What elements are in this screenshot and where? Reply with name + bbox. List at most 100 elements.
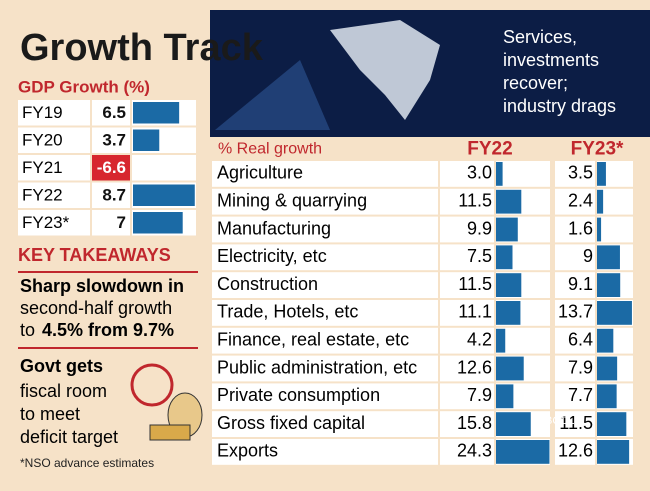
takeaway-2: deficit target (20, 427, 118, 447)
row-value: 11.5 (458, 190, 492, 210)
row-value: 2.4 (568, 190, 593, 210)
watermark: BCCL (545, 415, 574, 427)
value-cell (440, 439, 494, 465)
value-cell (440, 216, 494, 243)
bar (597, 412, 627, 436)
takeaway-2: fiscal room (20, 381, 107, 401)
bar (597, 356, 618, 381)
row-value: 7 (117, 213, 126, 232)
label-cell (212, 216, 438, 243)
table-heading: % Real growth (218, 141, 322, 158)
row-label: Trade, Hotels, etc (217, 302, 358, 322)
bar (133, 212, 183, 234)
row-value: 6.4 (568, 329, 593, 349)
value-cell (440, 327, 494, 354)
row-value: 1.6 (568, 218, 593, 238)
takeaway-1-emphasis: 4.5% from 9.7% (42, 320, 174, 340)
bar (597, 162, 606, 186)
bar (597, 217, 602, 242)
value-cell (440, 188, 494, 215)
row-value: 6.5 (102, 103, 126, 122)
row-label: Exports (217, 441, 278, 461)
takeaway-1: Sharp slowdown in (20, 276, 184, 296)
bar (597, 384, 617, 409)
bar (133, 102, 180, 124)
label-cell (212, 272, 438, 298)
row-value: 9 (583, 246, 593, 266)
row-label: FY23* (22, 213, 70, 232)
value-cell (555, 188, 595, 215)
row-label: Manufacturing (217, 218, 331, 238)
row-value: 3.5 (568, 163, 593, 183)
row-value: 13.7 (558, 302, 593, 322)
bar (496, 273, 522, 297)
value-cell (440, 355, 494, 382)
column-header: FY22 (467, 139, 512, 160)
bar (496, 217, 518, 242)
bar (496, 245, 513, 270)
bar (597, 301, 632, 325)
value-cell (92, 210, 130, 236)
bar (496, 301, 521, 325)
row-value: 8.7 (102, 186, 126, 205)
bar-cell (597, 216, 633, 243)
row-cell (18, 182, 90, 208)
row-label: FY19 (22, 103, 63, 122)
bar (496, 162, 503, 186)
row-value: -6.6 (97, 158, 126, 177)
icon (130, 363, 174, 407)
label-cell (212, 355, 438, 382)
row-value: 11.5 (559, 413, 593, 433)
bar (597, 189, 604, 214)
value-cell (440, 272, 494, 298)
row-value: 4.2 (467, 329, 492, 349)
subtitle: recover; (503, 73, 568, 93)
bar (133, 184, 195, 206)
row-label: Public administration, etc (217, 357, 417, 377)
takeaway-1: to (20, 320, 35, 340)
row-value: 9.1 (568, 274, 593, 294)
row-value: 24.3 (457, 441, 492, 461)
row-label: Agriculture (217, 163, 303, 183)
bar (496, 356, 524, 381)
bar (496, 189, 522, 214)
chart-icon (215, 60, 330, 130)
subtitle: industry drags (503, 96, 616, 116)
value-cell (555, 327, 595, 354)
takeaway-1: second-half growth (20, 298, 172, 318)
row-cell (18, 127, 90, 153)
value-cell (92, 155, 130, 181)
row-value: 7.9 (568, 357, 593, 377)
row-cell (18, 210, 90, 236)
value-cell (555, 244, 595, 271)
row-value: 12.6 (457, 357, 492, 377)
value-cell (440, 300, 494, 326)
value-cell (555, 272, 595, 298)
row-value: 12.6 (558, 441, 593, 461)
bar (133, 129, 160, 151)
value-cell (555, 161, 595, 187)
row-value: 15.8 (457, 413, 492, 433)
label-cell (212, 188, 438, 215)
row-value: 11.5 (458, 274, 492, 294)
value-cell (555, 439, 595, 465)
value-cell (555, 383, 595, 410)
label-cell (212, 383, 438, 410)
map-shape (330, 20, 440, 120)
label-cell (212, 411, 438, 437)
row-label: Construction (217, 274, 318, 294)
table-header (210, 137, 650, 160)
value-cell (92, 182, 130, 208)
bar (597, 440, 630, 464)
row-value: 11.1 (458, 302, 492, 322)
row-value: 7.7 (568, 385, 593, 405)
subtitle: investments (503, 50, 599, 70)
subtitle: Services, (503, 27, 577, 47)
value-cell (555, 216, 595, 243)
row-label: Gross fixed capital (217, 413, 365, 433)
value-cell (440, 383, 494, 410)
row-label: FY22 (22, 186, 63, 205)
label-cell (212, 300, 438, 326)
takeaway-2: to meet (20, 404, 80, 424)
